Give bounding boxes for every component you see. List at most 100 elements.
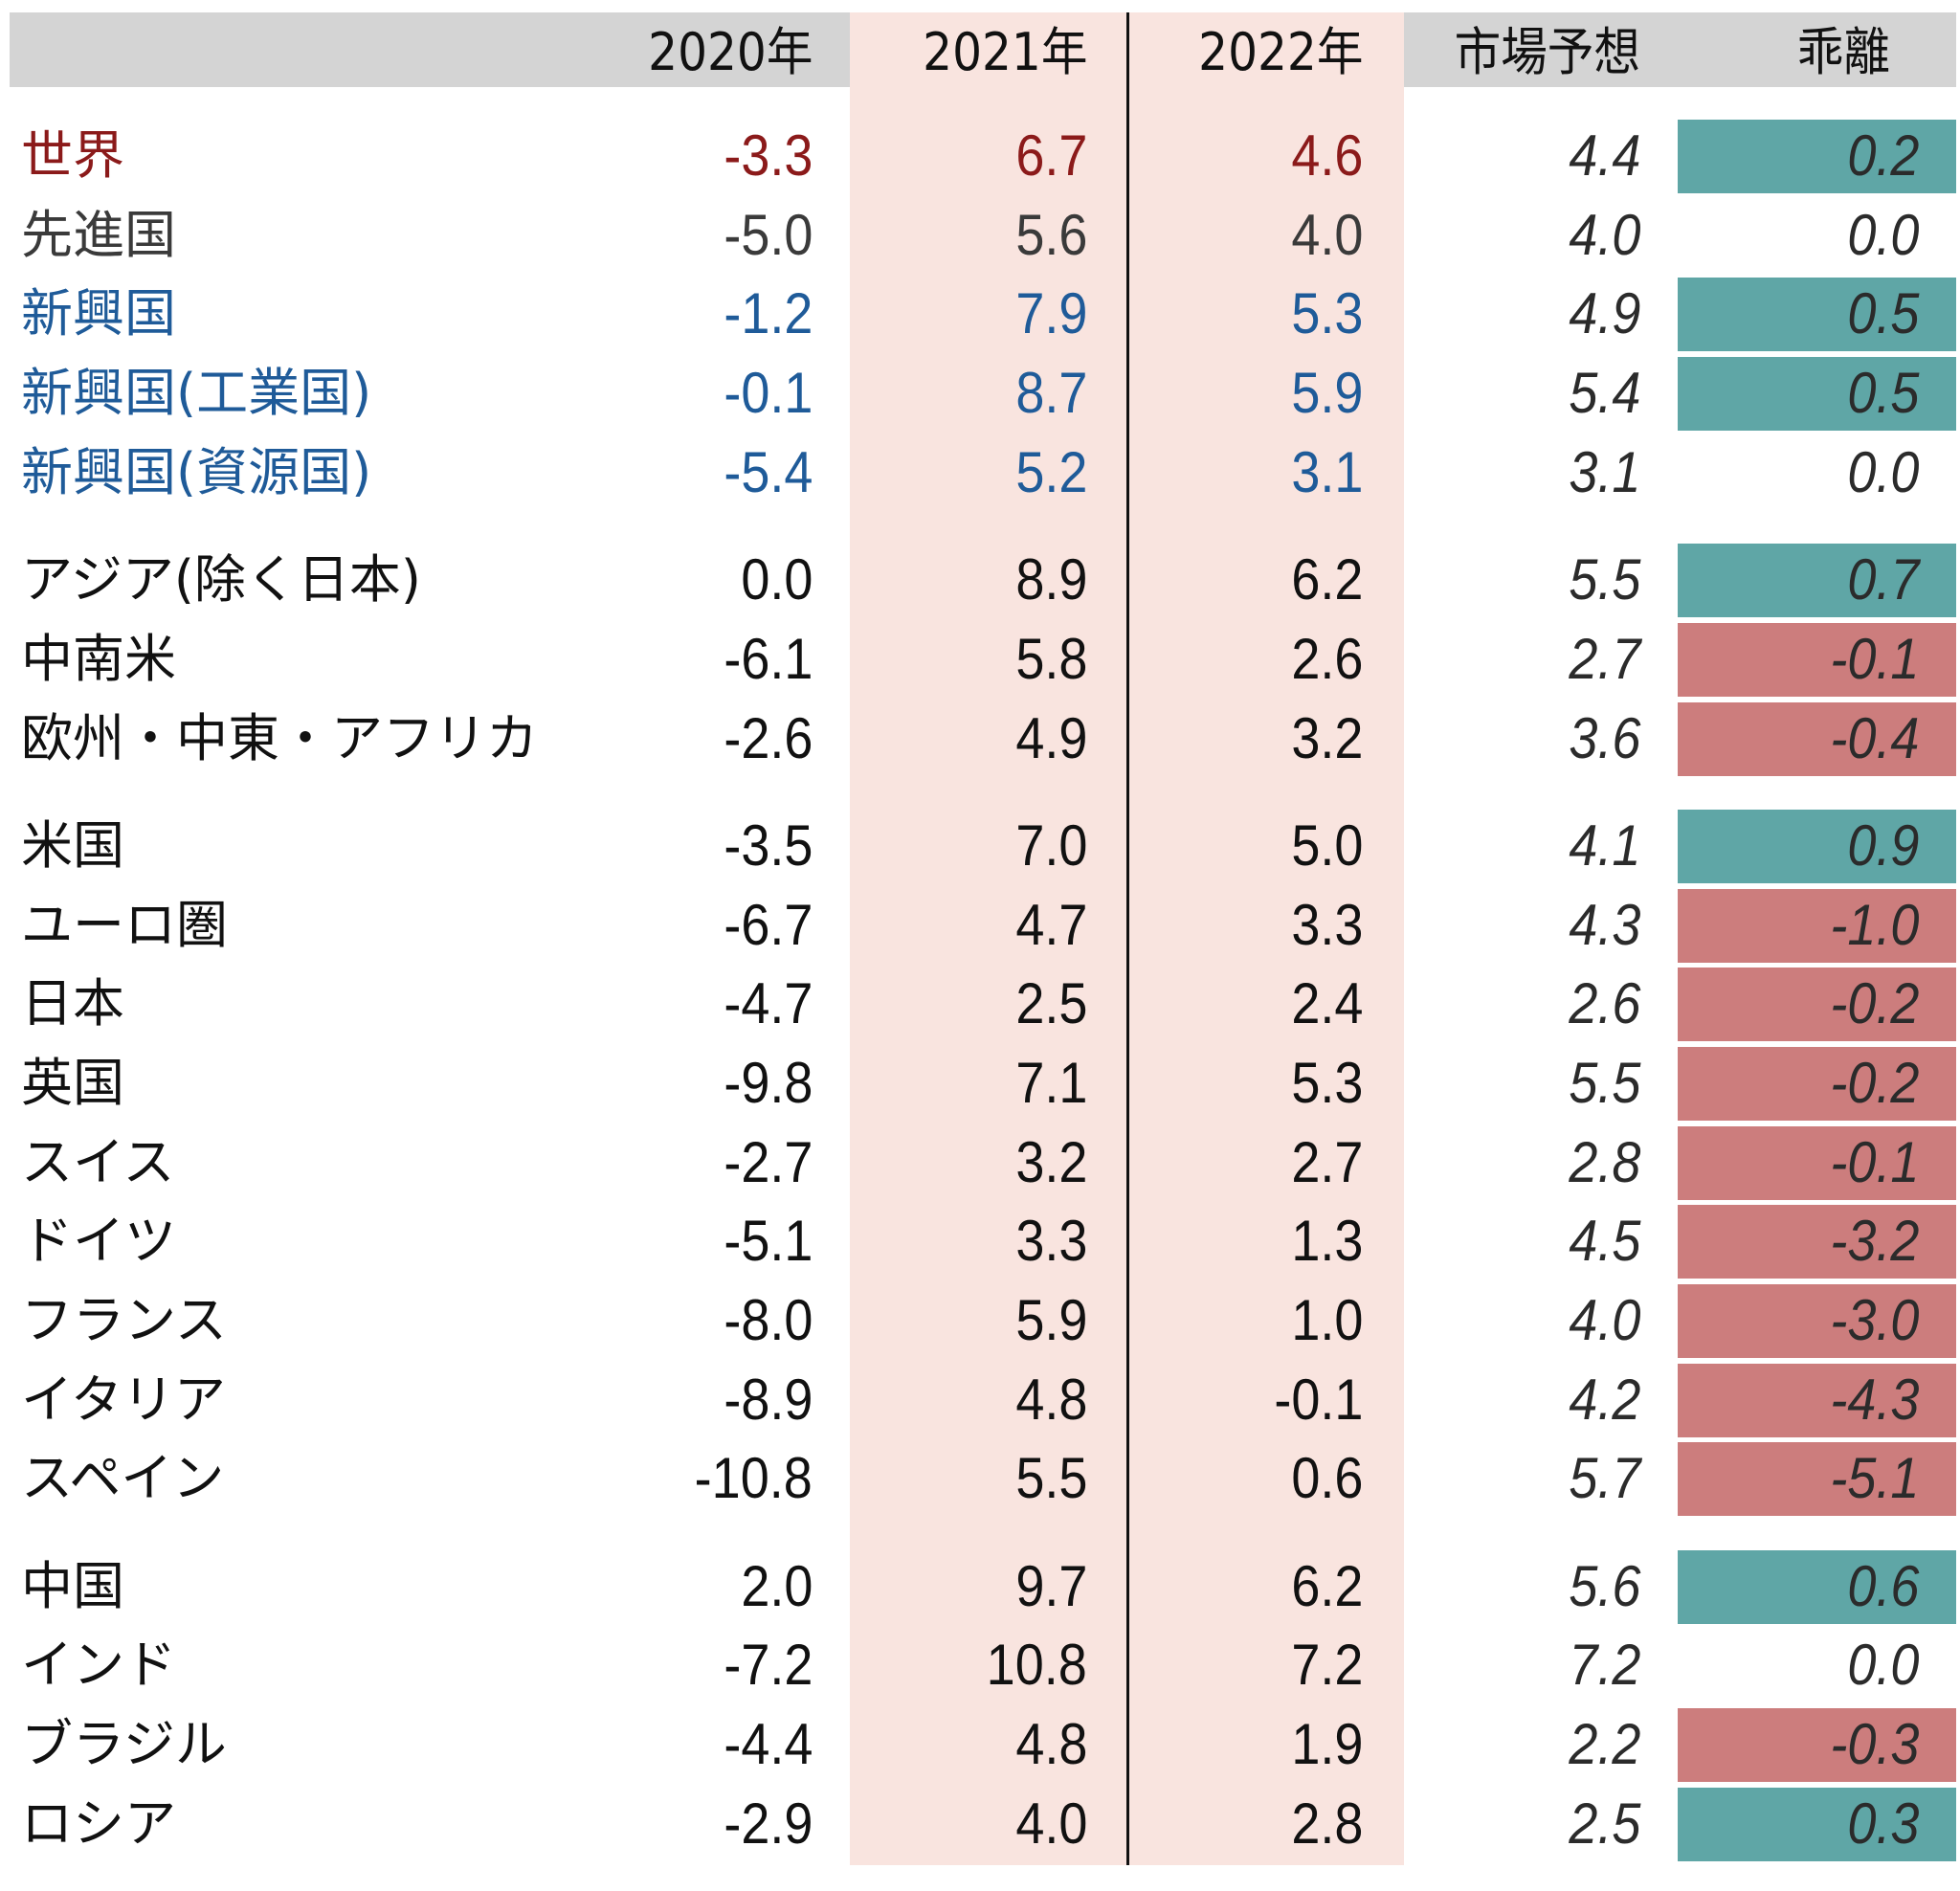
value-cell: -10.8 <box>694 1446 813 1511</box>
divider <box>1126 12 1129 1865</box>
forecast-cell: 5.5 <box>1568 547 1640 612</box>
value-cell: 4.6 <box>1290 123 1363 188</box>
positive-box <box>1678 544 1956 618</box>
value-cell: 7.9 <box>1014 281 1087 346</box>
forecast-cell: 0.5 <box>1846 281 1919 346</box>
value-cell: -5.4 <box>723 439 813 504</box>
forecast-cell: -0.1 <box>1829 1129 1919 1194</box>
value-cell: 4.0 <box>1290 202 1363 267</box>
forecast-cell: -0.2 <box>1829 971 1919 1036</box>
value-cell: -6.1 <box>723 626 813 691</box>
forecast-cell: -0.1 <box>1829 626 1919 691</box>
value-cell: 2.6 <box>1290 626 1363 691</box>
row-label: ドイツ <box>21 1211 176 1272</box>
forecast-cell: 5.4 <box>1568 361 1640 426</box>
forecast-cell: 2.8 <box>1568 1129 1640 1194</box>
forecast-cell: 4.2 <box>1568 1367 1640 1432</box>
row-label: 新興国(資源国) <box>21 441 372 502</box>
row-label: ロシア <box>21 1792 176 1854</box>
forecast-cell: 4.0 <box>1568 202 1640 267</box>
row-label: 世界 <box>21 125 124 186</box>
value-cell: -8.9 <box>723 1367 813 1432</box>
value-cell: -3.3 <box>723 123 813 188</box>
value-cell: 3.3 <box>1290 892 1363 957</box>
forecast-cell: 0.0 <box>1846 202 1919 267</box>
value-cell: 2.4 <box>1290 971 1363 1036</box>
forecast-cell: 0.0 <box>1846 439 1919 504</box>
value-cell: -4.7 <box>723 971 813 1036</box>
negative-box <box>1678 622 1956 697</box>
header-band <box>1404 12 1956 87</box>
value-cell: 2.5 <box>1014 971 1087 1036</box>
row-label: フランス <box>21 1290 227 1350</box>
column-header: 2021年 <box>922 22 1087 82</box>
row-label: ブラジル <box>21 1714 227 1775</box>
forecast-cell: 5.7 <box>1568 1446 1640 1511</box>
negative-box <box>1678 1046 1956 1121</box>
forecast-cell: 2.7 <box>1568 626 1640 691</box>
positive-box <box>1678 809 1956 883</box>
value-cell: -5.0 <box>723 202 813 267</box>
value-cell: 7.1 <box>1014 1050 1087 1115</box>
row-label: 中国 <box>21 1555 124 1616</box>
row-label: スペイン <box>21 1448 225 1509</box>
forecast-cell: 0.5 <box>1846 361 1919 426</box>
value-cell: 7.0 <box>1014 812 1087 878</box>
negative-box <box>1678 1363 1956 1437</box>
value-cell: 5.9 <box>1014 1288 1087 1352</box>
forecast-cell: 5.6 <box>1568 1553 1640 1618</box>
row-label: 日本 <box>21 973 124 1034</box>
value-cell: 6.2 <box>1290 1553 1363 1618</box>
forecast-cell: -3.2 <box>1829 1209 1919 1274</box>
value-cell: 3.3 <box>1014 1209 1087 1274</box>
value-cell: -4.4 <box>723 1712 813 1777</box>
value-cell: 5.8 <box>1014 626 1087 691</box>
value-cell: 5.6 <box>1014 202 1087 267</box>
row-label: 米国 <box>21 814 124 876</box>
positive-box <box>1678 1549 1956 1624</box>
value-cell: 1.3 <box>1290 1209 1363 1274</box>
value-cell: -5.1 <box>723 1209 813 1274</box>
value-cell: 9.7 <box>1014 1553 1087 1618</box>
forecast-cell: 0.6 <box>1846 1553 1919 1618</box>
value-cell: -6.7 <box>723 892 813 957</box>
value-cell: 6.2 <box>1290 547 1363 612</box>
forecast-cell: 0.9 <box>1846 812 1919 878</box>
value-cell: -2.6 <box>723 705 813 770</box>
value-cell: -2.7 <box>723 1129 813 1194</box>
value-cell: -7.2 <box>723 1633 813 1698</box>
value-cell: 10.8 <box>986 1633 1087 1698</box>
forecast-cell: 0.7 <box>1846 547 1919 612</box>
forecast-cell: -0.4 <box>1829 705 1919 770</box>
value-cell: -0.1 <box>1273 1367 1363 1432</box>
forecast-cell: 2.5 <box>1568 1791 1640 1856</box>
positive-box <box>1678 120 1956 193</box>
row-label: ユーロ圏 <box>21 894 228 955</box>
positive-box <box>1678 278 1956 352</box>
negative-box <box>1678 1442 1956 1517</box>
row-label: アジア(除く日本) <box>21 549 421 611</box>
forecast-cell: -0.2 <box>1829 1050 1919 1115</box>
forecast-cell: 4.1 <box>1568 812 1640 878</box>
forecast-cell: -1.0 <box>1829 892 1919 957</box>
row-label: イタリア <box>21 1368 226 1430</box>
value-cell: 2.8 <box>1290 1791 1363 1856</box>
value-cell: 5.2 <box>1014 439 1087 504</box>
value-cell: 3.2 <box>1014 1129 1087 1194</box>
negative-box <box>1678 1125 1956 1200</box>
forecast-cell: 7.2 <box>1568 1633 1640 1698</box>
value-cell: 4.8 <box>1014 1712 1087 1777</box>
value-cell: -3.5 <box>723 812 813 878</box>
negative-box <box>1678 1205 1956 1279</box>
value-cell: 5.0 <box>1290 812 1363 878</box>
row-label: 新興国(工業国) <box>21 363 372 424</box>
negative-box <box>1678 701 1956 776</box>
value-cell: 3.2 <box>1290 705 1363 770</box>
value-cell: 0.0 <box>740 547 813 612</box>
forecast-cell: 4.4 <box>1568 123 1640 188</box>
value-cell: 1.0 <box>1290 1288 1363 1352</box>
forecast-cell: 5.5 <box>1568 1050 1640 1115</box>
value-cell: 0.6 <box>1290 1446 1363 1511</box>
value-cell: 4.9 <box>1014 705 1087 770</box>
